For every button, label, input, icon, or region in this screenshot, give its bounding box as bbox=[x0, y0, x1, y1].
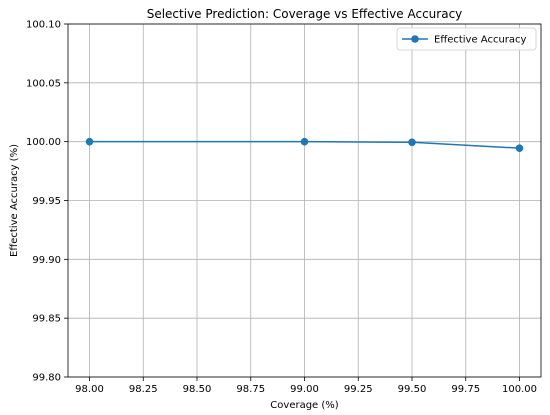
y-axis-label: Effective Accuracy (%) bbox=[9, 144, 20, 257]
y-tick-label: 99.90 bbox=[32, 255, 61, 266]
x-tick-label: 98.75 bbox=[236, 384, 265, 395]
series-layer bbox=[85, 137, 524, 152]
data-point bbox=[85, 137, 94, 146]
y-tick-label: 99.80 bbox=[32, 373, 61, 384]
x-axis-label: Coverage (%) bbox=[270, 400, 338, 411]
x-tick-label: 99.25 bbox=[344, 384, 373, 395]
data-point bbox=[300, 137, 309, 146]
x-axis: 98.00 98.25 98.50 98.75 99.00 99.25 99.50 99.75… bbox=[75, 377, 537, 395]
legend-box bbox=[396, 27, 537, 51]
x-tick-label: 99.75 bbox=[451, 384, 480, 395]
x-tick-label: 98.00 bbox=[75, 384, 104, 395]
y-axis: 99.80 99.85 99.90 99.95 100.00 100.05 100.10 bbox=[26, 20, 68, 384]
x-tick-label: 99.00 bbox=[290, 384, 319, 395]
series-line bbox=[89, 140, 520, 149]
y-tick-label: 99.85 bbox=[32, 314, 61, 325]
legend-marker bbox=[411, 35, 419, 43]
x-tick-label: 100.00 bbox=[502, 384, 537, 395]
data-point bbox=[408, 138, 416, 147]
y-tick-label: 100.00 bbox=[26, 137, 61, 148]
y-tick-label: 100.05 bbox=[26, 78, 61, 89]
y-tick-label: 99.95 bbox=[32, 196, 61, 207]
legend: Effective Accuracy bbox=[396, 27, 537, 51]
x-tick-label: 98.50 bbox=[183, 384, 212, 395]
chart-title: Selective Prediction: Coverage vs Effect… bbox=[147, 7, 463, 21]
data-point bbox=[515, 144, 524, 152]
legend-label: Effective Accuracy bbox=[434, 35, 527, 46]
y-tick-label: 100.10 bbox=[26, 20, 61, 31]
x-tick-label: 99.50 bbox=[398, 384, 427, 395]
x-tick-label: 98.25 bbox=[129, 384, 158, 395]
